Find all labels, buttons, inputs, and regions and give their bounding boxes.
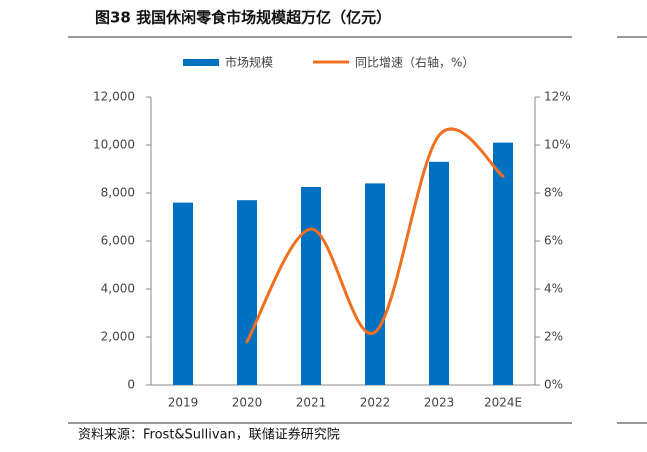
bar (237, 200, 257, 385)
legend-label: 同比增速（右轴，%） (355, 55, 474, 70)
bar (429, 161, 449, 385)
source: 资料来源：Frost&Sullivan，联储证券研究院 (78, 427, 340, 443)
bar (173, 202, 193, 385)
y2-tick-label: 0% (544, 378, 563, 392)
y2-tick-label: 2% (544, 330, 563, 344)
legend-label: 市场规模 (225, 55, 273, 70)
x-tick-label: 2022 (360, 396, 391, 410)
y2-tick-label: 10% (544, 138, 571, 152)
x-tick-label: 2019 (168, 396, 199, 410)
x-tick-label: 2021 (296, 396, 327, 410)
y2-tick-label: 8% (544, 186, 563, 200)
chart-title: 图38 我国休闲零食市场规模超万亿（亿元） (95, 9, 391, 27)
y2-tick-label: 6% (544, 234, 563, 248)
y-tick-label: 8,000 (101, 186, 135, 200)
y2-tick-label: 4% (544, 282, 563, 296)
y-tick-label: 0 (127, 378, 135, 392)
x-tick-label: 2024E (484, 396, 522, 410)
y-tick-label: 12,000 (93, 90, 135, 104)
y-tick-label: 10,000 (93, 138, 135, 152)
y-tick-label: 6,000 (101, 234, 135, 248)
y-tick-label: 2,000 (101, 330, 135, 344)
x-tick-label: 2023 (424, 396, 455, 410)
y2-tick-label: 12% (544, 90, 571, 104)
legend-swatch (183, 59, 219, 66)
y-tick-label: 4,000 (101, 282, 135, 296)
bar (365, 183, 385, 385)
bar (301, 187, 321, 385)
bar (493, 142, 513, 385)
line (245, 127, 505, 344)
x-tick-label: 2020 (232, 396, 263, 410)
